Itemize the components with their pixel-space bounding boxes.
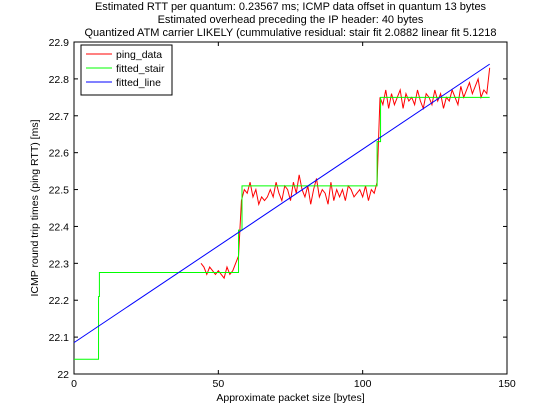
x-tick-label: 0 <box>71 378 77 390</box>
axis-ticks: 0 50 100 150 22 22.1 22.2 22.3 22.4 22.5 22.6 22.7 2… <box>49 37 516 390</box>
x-axis-label: Approximate packet size [bytes] <box>216 392 364 404</box>
series-line-fitted-line <box>73 63 490 344</box>
series-layer <box>73 63 491 360</box>
title-line-2: Estimated overhead preceding the IP head… <box>158 14 424 26</box>
y-tick-label: 22.7 <box>49 111 70 123</box>
y-tick-label: 22.4 <box>49 221 70 233</box>
y-axis-label: ICMP round trip times (ping RTT) [ms] <box>29 119 41 296</box>
y-tick-label: 22.5 <box>49 185 70 197</box>
legend-label-ping-data: ping_data <box>116 49 162 61</box>
x-tick-label: 50 <box>212 378 224 390</box>
legend-label-fitted-stair: fitted_stair <box>116 63 165 75</box>
y-tick-label: 22.9 <box>49 37 70 49</box>
legend-label-fitted-line: fitted_line <box>116 77 161 89</box>
y-tick-label: 22.6 <box>49 148 70 160</box>
y-tick-label: 22.2 <box>49 295 70 307</box>
y-tick-label: 22 <box>57 369 69 381</box>
x-tick-label: 150 <box>498 378 516 390</box>
x-tick-label: 100 <box>354 378 372 390</box>
title-line-3: Quantized ATM carrier LIKELY (cummulativ… <box>84 27 496 39</box>
legend: ping_data fitted_stair fitted_line <box>80 44 173 96</box>
y-tick-label: 22.3 <box>49 258 70 270</box>
chart-title: Estimated RTT per quantum: 0.23567 ms; I… <box>84 1 496 39</box>
title-line-1: Estimated RTT per quantum: 0.23567 ms; I… <box>95 1 487 13</box>
series-line-fitted-stair <box>74 96 490 360</box>
y-tick-label: 22.1 <box>49 332 70 344</box>
y-tick-label: 22.8 <box>49 74 70 86</box>
legend-box <box>80 44 173 96</box>
